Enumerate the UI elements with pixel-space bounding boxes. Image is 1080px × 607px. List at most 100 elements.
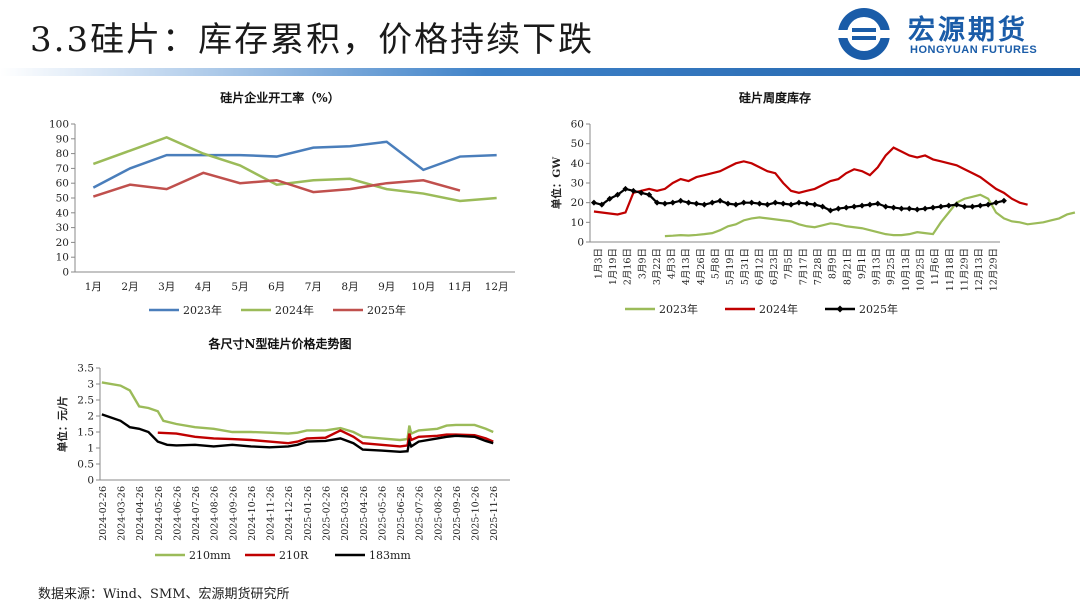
- series-marker: [937, 203, 944, 210]
- series-marker: [669, 199, 676, 206]
- series-marker: [969, 203, 976, 210]
- y-tick-label: 60: [571, 119, 584, 131]
- series-marker: [614, 191, 621, 198]
- x-tick-label: 8月: [341, 281, 358, 293]
- series-marker: [701, 201, 708, 208]
- series-marker: [993, 199, 1000, 206]
- x-tick-label: 10月: [411, 281, 435, 293]
- series-marker: [590, 199, 597, 206]
- series-marker: [606, 195, 613, 202]
- series-marker: [945, 202, 952, 209]
- x-tick-label: 5月8日: [710, 248, 721, 279]
- logo-emblem-icon: [838, 8, 890, 60]
- x-tick-label: 2月16日: [623, 248, 634, 285]
- x-tick-label: 2024-03-26: [117, 486, 128, 541]
- series-marker: [598, 201, 605, 208]
- series-marker: [874, 200, 881, 207]
- series-marker: [819, 203, 826, 210]
- x-tick-label: 7月: [305, 281, 322, 293]
- series-line-210R: [157, 429, 494, 448]
- series-marker: [661, 200, 668, 207]
- series-marker: [859, 202, 866, 209]
- x-tick-label: 9月13日: [872, 248, 883, 285]
- x-tick-label: 4月26日: [696, 248, 707, 285]
- chart-title: 硅片企业开工率（%）: [220, 90, 339, 105]
- series-marker: [717, 197, 724, 204]
- x-tick-label: 5月: [231, 281, 248, 293]
- x-tick-label: 11月6日: [930, 248, 941, 285]
- series-marker: [803, 200, 810, 207]
- y-tick-label: 2.5: [77, 395, 94, 407]
- legend-label: 2024年: [759, 302, 798, 316]
- y-tick-label: 70: [56, 163, 69, 175]
- series-marker: [795, 199, 802, 206]
- chart-title: 各尺寸N型硅片价格走势图: [208, 336, 352, 351]
- x-tick-label: 2024-09-26: [228, 486, 239, 541]
- x-tick-label: 3月9日: [637, 248, 648, 279]
- x-tick-label: 2025-10-26: [471, 486, 482, 541]
- series-marker: [677, 197, 684, 204]
- x-tick-label: 10月13日: [901, 248, 912, 291]
- y-tick-label: 30: [56, 222, 69, 234]
- x-tick-label: 2024-06-26: [172, 486, 183, 541]
- series-marker: [835, 205, 842, 212]
- y-tick-label: 1.5: [77, 427, 94, 439]
- x-tick-label: 2025-03-26: [340, 486, 351, 541]
- operating-rate-chart: 硅片企业开工率（%） 0 10 20 30 40 50 60 70 80 90 100 1月 2月 3月 4月…: [49, 90, 515, 317]
- y-tick-label: 0: [577, 237, 584, 249]
- series-marker: [724, 200, 731, 207]
- x-tick-label: 2024-02-26: [98, 486, 109, 541]
- x-tick-label: 2025-06-26: [396, 486, 407, 541]
- series-line-210mm: [101, 381, 494, 442]
- x-tick-label: 2025-02-26: [322, 486, 333, 541]
- x-tick-label: 2024-07-26: [191, 486, 202, 541]
- x-tick-label: 1月3日: [593, 248, 604, 279]
- x-tick-label: 3月: [158, 281, 175, 293]
- x-tick-label: 2025-04-26: [359, 486, 370, 541]
- legend-label: 2023年: [659, 302, 698, 316]
- series-marker: [977, 202, 984, 209]
- series-marker: [756, 200, 763, 207]
- series-marker: [914, 206, 921, 213]
- x-tick-label: 2025-07-26: [415, 486, 426, 541]
- x-tick-label: 5月31日: [740, 248, 751, 285]
- legend-label: 2025年: [859, 302, 898, 316]
- x-tick-label: 2月: [121, 281, 138, 293]
- page-title: 3.3硅片：库存累积，价格持续下跌: [30, 20, 595, 60]
- y-tick-label: 50: [56, 193, 69, 205]
- y-tick-label: 1: [87, 443, 94, 455]
- x-tick-label: 9月1日: [857, 248, 868, 279]
- x-tick-label: 12月13日: [974, 248, 985, 291]
- x-tick-label: 12月29日: [989, 248, 1000, 291]
- n-type-wafer-price-chart: 各尺寸N型硅片价格走势图 0 0.5 1 1.5 2 2.5 3 3.5 单位：元/片 2024-0…: [56, 336, 510, 562]
- x-tick-label: 11月29日: [959, 248, 970, 291]
- x-tick-label: 2024-10-26: [247, 486, 258, 541]
- x-tick-label: 2025-01-26: [303, 486, 314, 541]
- series-line-2024年: [92, 135, 497, 203]
- x-tick-label: 7月28日: [813, 248, 824, 285]
- y-tick-label: 20: [571, 197, 584, 209]
- x-tick-label: 5月19日: [725, 248, 736, 285]
- series-marker: [851, 203, 858, 210]
- x-tick-label: 7月5日: [784, 248, 795, 279]
- series-marker: [622, 185, 629, 192]
- x-tick-label: 4月3日: [667, 248, 678, 279]
- y-tick-label: 50: [571, 138, 584, 150]
- data-source-note: 数据来源：Wind、SMM、宏源期货研究所: [38, 587, 290, 602]
- series-line-183mm: [101, 413, 494, 454]
- y-tick-label: 2: [87, 411, 94, 423]
- series-marker: [654, 199, 661, 206]
- x-tick-label: 2024-04-26: [135, 486, 146, 541]
- x-tick-label: 10月25日: [915, 248, 926, 291]
- y-tick-label: 100: [49, 119, 69, 131]
- series-marker: [811, 201, 818, 208]
- y-tick-label: 30: [571, 178, 584, 190]
- y-tick-label: 0: [62, 267, 69, 279]
- series-marker: [788, 201, 795, 208]
- legend-label: 2024年: [275, 303, 314, 317]
- legend-label: 2025年: [367, 303, 406, 317]
- series-marker: [764, 201, 771, 208]
- x-tick-label: 7月17日: [798, 248, 809, 285]
- x-tick-label: 9月25日: [886, 248, 897, 285]
